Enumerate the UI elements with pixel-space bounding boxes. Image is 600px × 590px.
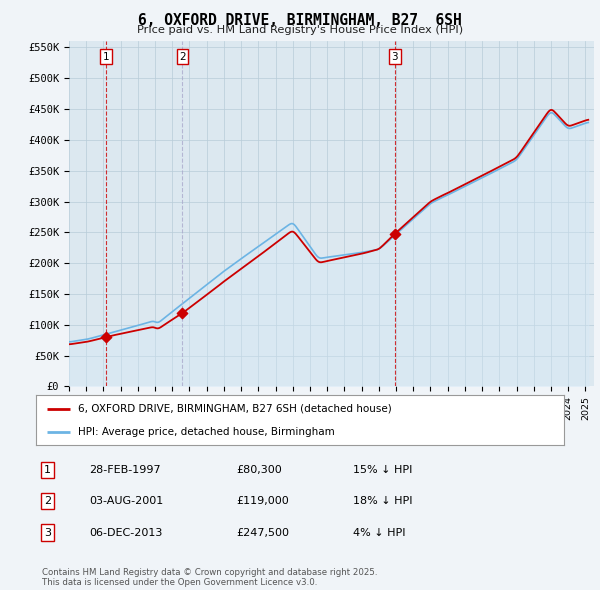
Text: £119,000: £119,000 [236,496,289,506]
Text: HPI: Average price, detached house, Birmingham: HPI: Average price, detached house, Birm… [78,427,335,437]
Text: 6, OXFORD DRIVE, BIRMINGHAM, B27  6SH: 6, OXFORD DRIVE, BIRMINGHAM, B27 6SH [138,13,462,28]
Text: Price paid vs. HM Land Registry's House Price Index (HPI): Price paid vs. HM Land Registry's House … [137,25,463,35]
Text: 18% ↓ HPI: 18% ↓ HPI [353,496,412,506]
Text: 06-DEC-2013: 06-DEC-2013 [89,527,162,537]
Text: 3: 3 [44,527,51,537]
Text: 03-AUG-2001: 03-AUG-2001 [89,496,163,506]
Point [178,309,187,318]
Text: £80,300: £80,300 [236,466,283,475]
Text: 3: 3 [391,52,398,62]
Text: 15% ↓ HPI: 15% ↓ HPI [353,466,412,475]
Text: 6, OXFORD DRIVE, BIRMINGHAM, B27 6SH (detached house): 6, OXFORD DRIVE, BIRMINGHAM, B27 6SH (de… [78,404,392,414]
Text: 28-FEB-1997: 28-FEB-1997 [89,466,160,475]
Text: 2: 2 [179,52,186,62]
Text: Contains HM Land Registry data © Crown copyright and database right 2025.
This d: Contains HM Land Registry data © Crown c… [42,568,377,587]
Point [101,332,111,342]
Point [390,229,400,238]
Text: 2: 2 [44,496,51,506]
Text: 4% ↓ HPI: 4% ↓ HPI [353,527,406,537]
Text: 1: 1 [44,466,51,475]
Text: 1: 1 [103,52,109,62]
Text: £247,500: £247,500 [236,527,290,537]
